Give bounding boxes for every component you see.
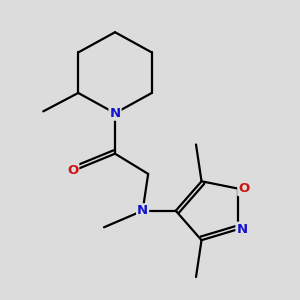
Text: N: N xyxy=(236,223,247,236)
Text: O: O xyxy=(67,164,78,177)
Text: N: N xyxy=(110,107,121,120)
Text: O: O xyxy=(238,182,250,195)
Text: N: N xyxy=(137,204,148,217)
